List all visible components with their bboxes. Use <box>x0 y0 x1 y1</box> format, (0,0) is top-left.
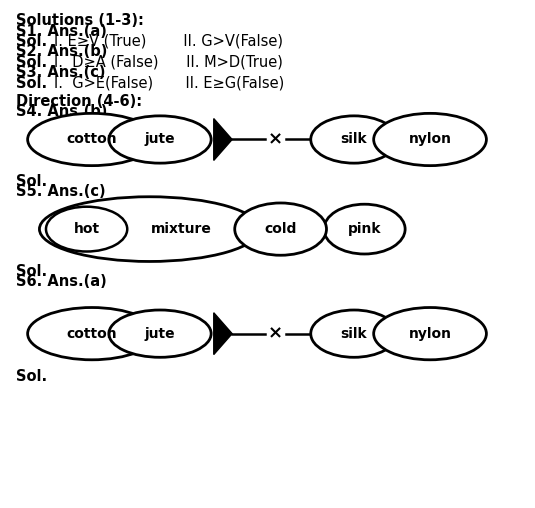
Ellipse shape <box>40 197 259 262</box>
Text: ×: × <box>268 131 283 148</box>
Ellipse shape <box>235 203 326 255</box>
Polygon shape <box>214 118 232 161</box>
Text: Sol.: Sol. <box>16 55 47 70</box>
Text: jute: jute <box>144 327 175 341</box>
Ellipse shape <box>28 307 156 360</box>
Text: cotton: cotton <box>66 327 117 341</box>
Text: nylon: nylon <box>409 327 452 341</box>
Text: silk: silk <box>341 327 368 341</box>
Text: S6. Ans.(a): S6. Ans.(a) <box>16 274 106 289</box>
Text: Sol.: Sol. <box>16 34 47 49</box>
Text: Sol.: Sol. <box>16 174 47 189</box>
Text: nylon: nylon <box>409 133 452 146</box>
Ellipse shape <box>109 116 211 163</box>
Ellipse shape <box>373 113 486 166</box>
Text: Sol.: Sol. <box>16 368 47 384</box>
Text: I. E≥V (True)        II. G>V(False): I. E≥V (True) II. G>V(False) <box>54 34 282 49</box>
Ellipse shape <box>311 116 398 163</box>
Ellipse shape <box>28 113 156 166</box>
Ellipse shape <box>311 310 398 357</box>
Text: I.  D≥A (False)      II. M>D(True): I. D≥A (False) II. M>D(True) <box>54 55 282 70</box>
Text: Solutions (1-3):: Solutions (1-3): <box>16 13 144 27</box>
Text: mixture: mixture <box>150 222 211 236</box>
Text: Sol.: Sol. <box>16 76 47 91</box>
Text: pink: pink <box>348 222 381 236</box>
Ellipse shape <box>373 307 486 360</box>
Text: I.  G>E(False)       II. E≥G(False): I. G>E(False) II. E≥G(False) <box>54 76 284 91</box>
Text: S2. Ans.(b): S2. Ans.(b) <box>16 44 107 59</box>
Text: S4. Ans.(b): S4. Ans.(b) <box>16 104 107 119</box>
Text: cold: cold <box>264 222 297 236</box>
Text: Direction (4-6):: Direction (4-6): <box>16 93 142 109</box>
Ellipse shape <box>109 310 211 357</box>
Polygon shape <box>214 313 232 355</box>
Ellipse shape <box>46 207 127 251</box>
Text: S3. Ans.(c): S3. Ans.(c) <box>16 66 105 80</box>
Text: cotton: cotton <box>66 133 117 146</box>
Text: S5. Ans.(c): S5. Ans.(c) <box>16 184 105 199</box>
Text: jute: jute <box>144 133 175 146</box>
Ellipse shape <box>324 204 405 254</box>
Text: Sol.: Sol. <box>16 264 47 279</box>
Text: S1. Ans.(a): S1. Ans.(a) <box>16 23 106 39</box>
Text: silk: silk <box>341 133 368 146</box>
Text: hot: hot <box>73 222 100 236</box>
Text: ×: × <box>268 325 283 343</box>
